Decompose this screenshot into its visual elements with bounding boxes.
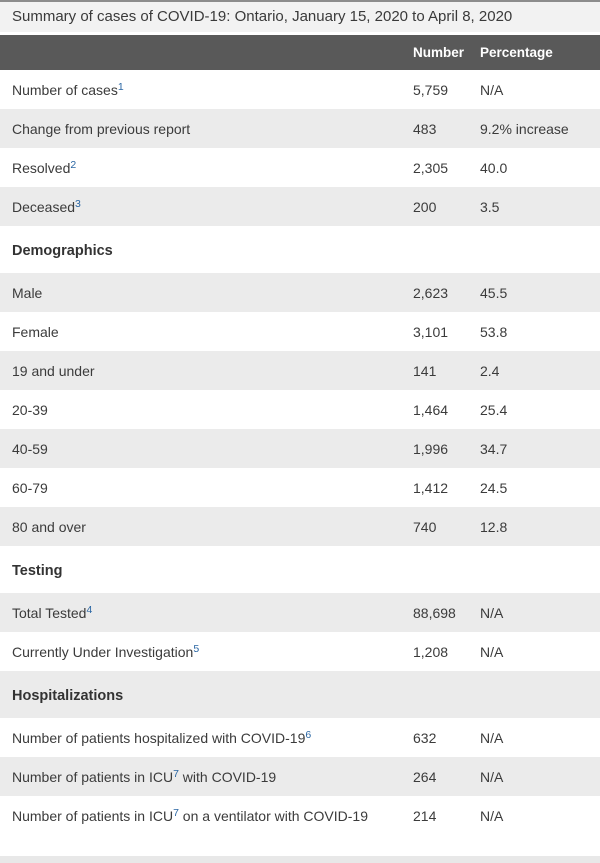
table-row: Number of patients hospitalized with COV… [0, 718, 600, 757]
footnote-link[interactable]: 5 [193, 643, 200, 655]
row-label: Number of patients in ICU7 on a ventilat… [12, 807, 369, 824]
row-label: 40-59 [12, 441, 48, 457]
row-number-value: 264 [413, 769, 437, 785]
row-number-value: 740 [413, 519, 437, 535]
row-label: 19 and under [12, 363, 95, 379]
footnote-link[interactable]: 7 [173, 807, 179, 819]
row-number-value: 1,464 [413, 402, 449, 418]
row-label: Male [12, 285, 43, 301]
row-percentage-value: 9.2% increase [480, 121, 569, 137]
table-header-row: Number Percentage [0, 35, 600, 70]
footnote-link[interactable]: 7 [173, 768, 179, 780]
next-table-partial-strip [0, 856, 600, 863]
row-percentage-value: 24.5 [480, 480, 508, 496]
section-header-row: Testing [0, 546, 600, 593]
table-row: 80 and over 740 12.8 [0, 507, 600, 546]
row-label: Change from previous report [12, 121, 191, 137]
row-number-value: 200 [413, 199, 437, 215]
section-header-label: Hospitalizations [12, 688, 124, 704]
row-percentage-value: 2.4 [480, 363, 500, 379]
row-label: Deceased3 [12, 198, 81, 215]
row-number-value: 3,101 [413, 324, 449, 340]
row-number-value: 1,412 [413, 480, 449, 496]
table-row: 19 and under 141 2.4 [0, 351, 600, 390]
row-label: Number of patients hospitalized with COV… [12, 729, 312, 746]
row-percentage-value: 40.0 [480, 160, 508, 176]
row-label: 80 and over [12, 519, 86, 535]
row-percentage-value: N/A [480, 769, 504, 785]
row-number-value: 5,759 [413, 82, 449, 98]
table-row: Number of patients in ICU7 with COVID-19… [0, 757, 600, 796]
row-label: Number of patients in ICU7 with COVID-19 [12, 768, 277, 785]
row-percentage-value: 34.7 [480, 441, 508, 457]
row-number-value: 2,623 [413, 285, 449, 301]
row-number-value: 1,208 [413, 644, 449, 660]
row-percentage-value: 45.5 [480, 285, 508, 301]
row-percentage-value: 3.5 [480, 199, 500, 215]
header-percentage: Percentage [480, 35, 600, 70]
section-header-label: Testing [12, 563, 63, 579]
table-row: Male 2,623 45.5 [0, 273, 600, 312]
footnote-link[interactable]: 3 [75, 198, 81, 210]
row-label: 20-39 [12, 402, 48, 418]
row-percentage-value: N/A [480, 730, 504, 746]
table-row: Change from previous report 483 9.2% incre… [0, 109, 600, 148]
header-number: Number [413, 35, 480, 70]
row-number-value: 88,698 [413, 605, 456, 621]
table-row: Total Tested4 88,698 N/A [0, 593, 600, 632]
table-row: 40-59 1,996 34.7 [0, 429, 600, 468]
row-label: Total Tested4 [12, 604, 93, 621]
row-number-value: 632 [413, 730, 437, 746]
table-row: Resolved2 2,305 40.0 [0, 148, 600, 187]
row-percentage-value: 53.8 [480, 324, 508, 340]
footnote-link[interactable]: 1 [117, 81, 124, 93]
row-label: 60-79 [12, 480, 48, 496]
row-percentage-value: N/A [480, 605, 504, 621]
table-caption: Summary of cases of COVID-19: Ontario, J… [0, 0, 600, 32]
table-row: Number of cases1 5,759 N/A [0, 70, 600, 109]
row-label: Number of cases1 [12, 81, 124, 98]
row-number-value: 141 [413, 363, 437, 379]
table-body: Number of cases1 5,759 N/A Change from prev… [0, 70, 600, 835]
table-row: Deceased3 200 3.5 [0, 187, 600, 226]
footnote-link[interactable]: 2 [70, 159, 77, 171]
row-percentage-value: N/A [480, 808, 504, 824]
row-percentage-value: 25.4 [480, 402, 508, 418]
row-number-value: 214 [413, 808, 437, 824]
header-label-spacer [0, 35, 413, 70]
section-header-row: Demographics [0, 226, 600, 273]
table-row: Female 3,101 53.8 [0, 312, 600, 351]
row-number-value: 2,305 [413, 160, 449, 176]
footnote-link[interactable]: 6 [305, 729, 312, 741]
row-percentage-value: N/A [480, 82, 504, 98]
row-label: Resolved2 [12, 159, 77, 176]
row-number-value: 1,996 [413, 441, 449, 457]
row-percentage-value: N/A [480, 644, 504, 660]
row-label: Female [12, 324, 59, 340]
section-header-label: Demographics [12, 243, 113, 259]
row-number-value: 483 [413, 121, 437, 137]
footnote-link[interactable]: 4 [86, 604, 93, 616]
row-label: Currently Under Investigation5 [12, 643, 200, 660]
table-row: 20-39 1,464 25.4 [0, 390, 600, 429]
section-header-row: Hospitalizations [0, 671, 600, 718]
row-percentage-value: 12.8 [480, 519, 508, 535]
table-row: 60-79 1,412 24.5 [0, 468, 600, 507]
table-row: Currently Under Investigation5 1,208 N/A [0, 632, 600, 671]
table-row: Number of patients in ICU7 on a ventilat… [0, 796, 600, 835]
covid-summary-table: Number Percentage Number of cases1 5,759 N… [0, 35, 600, 835]
